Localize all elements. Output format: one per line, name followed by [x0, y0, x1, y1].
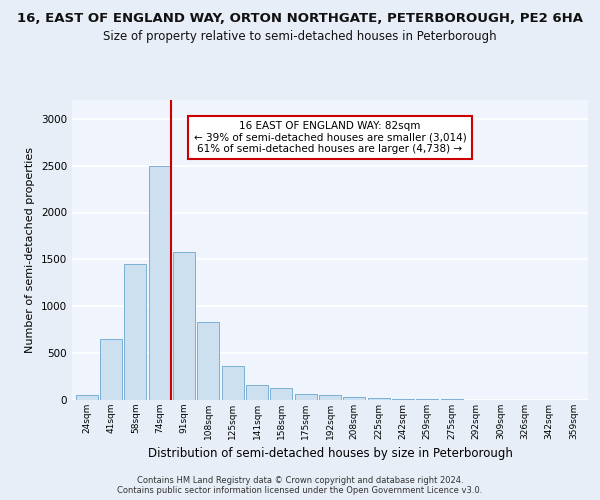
Bar: [149, 166, 170, 400]
Text: Size of property relative to semi-detached houses in Peterborough: Size of property relative to semi-detach…: [103, 30, 497, 43]
Bar: [271, 388, 292, 400]
Text: 16 EAST OF ENGLAND WAY: 82sqm
← 39% of semi-detached houses are smaller (3,014)
: 16 EAST OF ENGLAND WAY: 82sqm ← 39% of s…: [194, 121, 466, 154]
Text: 16, EAST OF ENGLAND WAY, ORTON NORTHGATE, PETERBOROUGH, PE2 6HA: 16, EAST OF ENGLAND WAY, ORTON NORTHGATE…: [17, 12, 583, 26]
Bar: [197, 322, 219, 400]
Bar: [76, 396, 98, 400]
Bar: [392, 398, 414, 400]
X-axis label: Distribution of semi-detached houses by size in Peterborough: Distribution of semi-detached houses by …: [148, 448, 512, 460]
Bar: [368, 398, 389, 400]
Bar: [343, 396, 365, 400]
Text: Contains HM Land Registry data © Crown copyright and database right 2024.
Contai: Contains HM Land Registry data © Crown c…: [118, 476, 482, 495]
Bar: [441, 399, 463, 400]
Bar: [221, 366, 244, 400]
Bar: [319, 395, 341, 400]
Bar: [100, 339, 122, 400]
Y-axis label: Number of semi-detached properties: Number of semi-detached properties: [25, 147, 35, 353]
Bar: [124, 264, 146, 400]
Bar: [416, 399, 439, 400]
Bar: [246, 384, 268, 400]
Bar: [173, 252, 195, 400]
Bar: [295, 394, 317, 400]
